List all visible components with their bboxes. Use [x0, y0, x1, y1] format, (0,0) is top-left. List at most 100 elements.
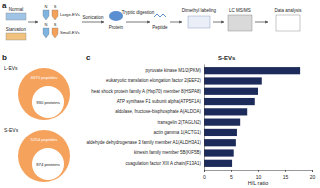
y-tick: eukaryotic translation elongation factor…	[106, 78, 202, 83]
step-label: LC MS/MS	[229, 8, 251, 13]
ms-icon	[228, 15, 252, 31]
set-label: S-EVs	[4, 127, 19, 133]
y-tick: aldolase, fructose-bisphosphate A(ALDOA)	[115, 109, 201, 114]
tube	[43, 28, 49, 38]
y-axis: pyruvate kinase M1/2(PKM) eukaryotic tran…	[86, 65, 204, 171]
peptide-area	[18, 68, 70, 120]
category-label: ATP synthase F1 subunit alpha(ATP5F1A)	[117, 99, 202, 104]
x-tick-mark	[285, 170, 286, 172]
category-label: aldolase, fructose-bisphosphate A(ALDOA)	[115, 109, 201, 114]
bar	[204, 119, 240, 126]
peptide-area	[18, 130, 70, 182]
panel-c: c S-EVs pyruvate kinase M1/2(PKM) eukaryoti…	[86, 53, 315, 186]
category-label: heat shock protein family A (Hsp70) memb…	[91, 89, 201, 94]
cell-dish	[6, 13, 26, 20]
category-label: actin gamma 1(ACTG1)	[153, 130, 201, 135]
y-tick: actin gamma 1(ACTG1)	[153, 130, 201, 135]
x-axis-title: H/L ratio	[248, 180, 269, 186]
analysis-icon	[276, 15, 300, 31]
x-tick-label: 20	[310, 174, 316, 180]
panel-label: b	[2, 53, 7, 62]
fraction-label: Small-EVs	[60, 30, 80, 35]
x-tick: 0	[203, 170, 206, 180]
x-tick: 20	[310, 170, 316, 180]
group-label: Starvation	[6, 27, 27, 32]
x-tick: 5	[230, 170, 233, 180]
arrow	[126, 22, 150, 23]
peptide-count: 4670 peptides	[31, 75, 58, 80]
arrow	[82, 22, 104, 23]
panel-b: b L-EVs 4670 peptides 930 proteins S-EVs 5254…	[2, 53, 70, 182]
step-label: Data analysis	[274, 8, 302, 13]
panel-a: aNormalStarvationNSLarge-EVsNSSmall-EVsS…	[2, 1, 302, 40]
x-tick-label: 0	[203, 174, 206, 180]
y-tick: heat shock protein family A (Hsp70) memb…	[91, 89, 201, 94]
y-tick: coagulation factor XIII A chain(F13A1)	[125, 161, 201, 166]
set-label: L-EVs	[4, 65, 18, 71]
category-label: aldehyde dehydrogenase 3 family member A…	[86, 140, 201, 145]
arrow	[255, 22, 268, 23]
bar	[204, 98, 255, 105]
y-tick: kinesin family member 5B(KIF5B)	[134, 150, 202, 155]
x-tick-mark	[204, 170, 205, 172]
bar	[204, 139, 236, 146]
product-label: Protein	[109, 25, 124, 30]
y-tick: aldehyde dehydrogenase 3 family member A…	[86, 140, 201, 145]
x-axis-line	[205, 171, 313, 173]
bar	[204, 160, 232, 167]
bar	[204, 67, 300, 74]
labeling-icon	[188, 16, 210, 28]
protein-count: 930 proteins	[36, 100, 60, 105]
chart-title: S-EVs	[218, 55, 236, 61]
tube-letter: S	[54, 4, 57, 9]
x-tick-label: 15	[283, 174, 289, 180]
category-label: kinesin family member 5B(KIF5B)	[134, 150, 202, 155]
category-label: eukaryotic translation elongation factor…	[106, 78, 202, 83]
tube-letter: S	[54, 22, 57, 27]
category-label: pyruvate kinase M1/2(PKM)	[145, 68, 201, 73]
y-tick: transgelin 2(TAGLN2)	[158, 120, 202, 125]
peptide-icon	[154, 14, 166, 17]
category-label: coagulation factor XIII A chain(F13A1)	[125, 161, 201, 166]
x-tick-mark	[231, 170, 232, 172]
y-tick: pyruvate kinase M1/2(PKM)	[145, 68, 201, 73]
bar	[204, 77, 262, 84]
x-tick-label: 5	[230, 174, 233, 180]
cell-dish	[6, 33, 26, 40]
bar	[204, 108, 247, 115]
bar	[204, 88, 258, 95]
bars	[204, 67, 300, 167]
y-tick: ATP synthase F1 subunit alpha(ATP5F1A)	[117, 99, 202, 104]
tube	[43, 10, 49, 20]
x-tick: 15	[283, 170, 289, 180]
tube	[52, 28, 58, 38]
peptide-count: 5254 peptides	[31, 137, 58, 142]
x-tick: 10	[256, 170, 262, 180]
panel-label: c	[86, 53, 91, 62]
x-axis: 0 5 10 15 20	[203, 170, 315, 180]
arrow	[213, 22, 224, 23]
group-label: Normal	[9, 7, 24, 12]
protein-area	[32, 148, 64, 180]
tube	[52, 10, 58, 20]
step-label: Sonication	[82, 15, 104, 20]
protein-count: 874 proteins	[36, 162, 60, 167]
figure: aNormalStarvationNSLarge-EVsNSSmall-EVsS…	[0, 0, 320, 188]
tube-letter: N	[45, 22, 48, 27]
step-label: Tryptic digestion	[122, 10, 155, 15]
arrow	[170, 22, 182, 23]
step-label: Dimethyl labeling	[182, 8, 217, 13]
product-label: Peptide	[152, 25, 168, 30]
bar	[204, 129, 237, 136]
arrow	[28, 22, 38, 23]
panel-label: a	[2, 1, 7, 10]
x-tick-mark	[312, 170, 313, 172]
category-label: transgelin 2(TAGLN2)	[158, 120, 202, 125]
y-axis-line	[204, 65, 205, 171]
bar	[204, 149, 234, 156]
protein-area	[32, 86, 64, 118]
fraction-label: Large-EVs	[60, 12, 80, 17]
tube-letter: N	[45, 4, 48, 9]
x-tick-mark	[258, 170, 259, 172]
x-tick-label: 10	[256, 174, 262, 180]
